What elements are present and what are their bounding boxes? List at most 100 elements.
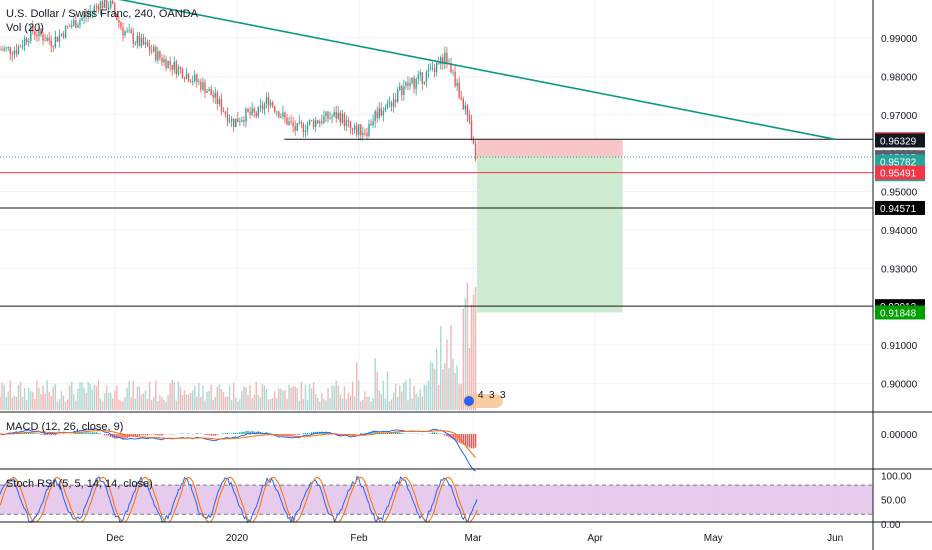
macd-histogram-bar: [110, 434, 112, 437]
macd-histogram-bar: [474, 434, 477, 448]
macd-histogram-bar: [292, 434, 294, 436]
candle-body: [148, 46, 151, 51]
volume-bar: [280, 388, 282, 410]
macd-histogram-bar: [46, 434, 48, 436]
candle-body: [337, 112, 339, 119]
macd-histogram-bar: [401, 432, 403, 434]
volume-bar: [218, 384, 221, 410]
volume-bar: [126, 388, 128, 410]
candle-body: [247, 108, 249, 113]
volume-bar: [470, 304, 473, 410]
stoch-k-line: [0, 475, 478, 524]
macd-histogram-bar: [302, 433, 305, 434]
candle-body: [300, 122, 303, 124]
candle-body: [462, 98, 464, 110]
price-tick-label: 0.91000: [881, 341, 918, 352]
volume-bar: [97, 380, 100, 410]
volume-bar: [378, 390, 380, 410]
macd-histogram-bar: [163, 434, 165, 435]
volume-bar: [294, 386, 296, 410]
macd-histogram-bar: [282, 434, 284, 436]
volume-bar: [329, 397, 331, 410]
volume-bar: [214, 396, 216, 410]
macd-histogram-bar: [99, 433, 102, 434]
volume-bar: [370, 401, 372, 410]
volume-bar: [134, 398, 136, 410]
volume-bar: [101, 401, 104, 410]
volume-bar: [155, 380, 157, 410]
volume-bar: [216, 386, 218, 410]
macd-histogram-bar: [214, 434, 216, 436]
volume-bar: [353, 396, 356, 410]
macd-histogram-bar: [48, 434, 50, 435]
volume-bar: [474, 286, 477, 410]
candle-body: [81, 17, 83, 21]
volume-bar: [130, 397, 132, 410]
volume-bar: [466, 282, 469, 410]
volume-bar: [282, 390, 284, 410]
candle-body: [413, 77, 415, 89]
volume-bar: [189, 392, 192, 410]
macd-histogram-bar: [52, 434, 54, 435]
volume-bar: [62, 395, 65, 410]
volume-bar: [30, 391, 32, 410]
candle-body: [5, 47, 7, 49]
grid: [0, 0, 873, 522]
candle-body: [390, 102, 393, 107]
candle-body: [34, 31, 36, 35]
volume-bar: [438, 385, 440, 410]
volume-bar: [7, 391, 9, 410]
candle-body: [128, 30, 130, 32]
volume-bar: [157, 400, 159, 410]
candle-body: [349, 121, 352, 129]
candle-body: [179, 67, 182, 69]
candle-body: [474, 143, 477, 160]
position-tool[interactable]: [477, 139, 623, 313]
volume-bar: [161, 397, 163, 410]
macd-histogram-bar: [161, 434, 163, 436]
candle-body: [310, 120, 313, 122]
candle-body: [423, 81, 426, 84]
candle-body: [263, 103, 266, 110]
volume-bar: [239, 399, 241, 410]
candle-body: [255, 112, 257, 117]
candle-body: [19, 46, 22, 48]
candle-body: [124, 31, 126, 36]
candle-body: [187, 73, 190, 82]
candle-body: [224, 111, 227, 114]
candle-body: [48, 37, 50, 41]
position-risk-zone: [477, 139, 623, 158]
macd-histogram-bar: [374, 431, 376, 434]
candle-body: [429, 68, 432, 70]
volume-bar: [464, 298, 467, 410]
macd-histogram-bar: [253, 431, 255, 434]
volume-bar: [302, 399, 305, 410]
candle-body: [42, 34, 44, 41]
macd-histogram-bar: [89, 432, 91, 434]
volume-bar: [0, 396, 1, 410]
candle-body: [280, 116, 282, 118]
volume-bar: [401, 391, 403, 410]
stoch-rsi-label: Stoch RSI (5, 5, 14, 14, close): [6, 478, 153, 490]
candle-body: [374, 111, 376, 122]
volume-bar: [462, 308, 464, 410]
candle-body: [79, 20, 81, 26]
drawings[interactable]: [0, 0, 873, 307]
macd-histogram-bar: [235, 432, 237, 434]
candle-body: [317, 120, 319, 124]
candle-body: [446, 52, 448, 64]
candle-body: [308, 120, 311, 125]
volume-bar: [179, 386, 182, 410]
candle-body: [321, 121, 323, 123]
candle-body: [157, 51, 159, 60]
candle-body: [366, 132, 368, 137]
position-reward-zone: [477, 157, 623, 313]
candle-body: [216, 92, 218, 104]
volume-bar: [308, 384, 311, 410]
macd-histogram-bar: [294, 434, 296, 436]
macd-histogram-bar: [91, 432, 93, 434]
candle-body: [353, 125, 356, 130]
volume-bar: [278, 389, 280, 410]
